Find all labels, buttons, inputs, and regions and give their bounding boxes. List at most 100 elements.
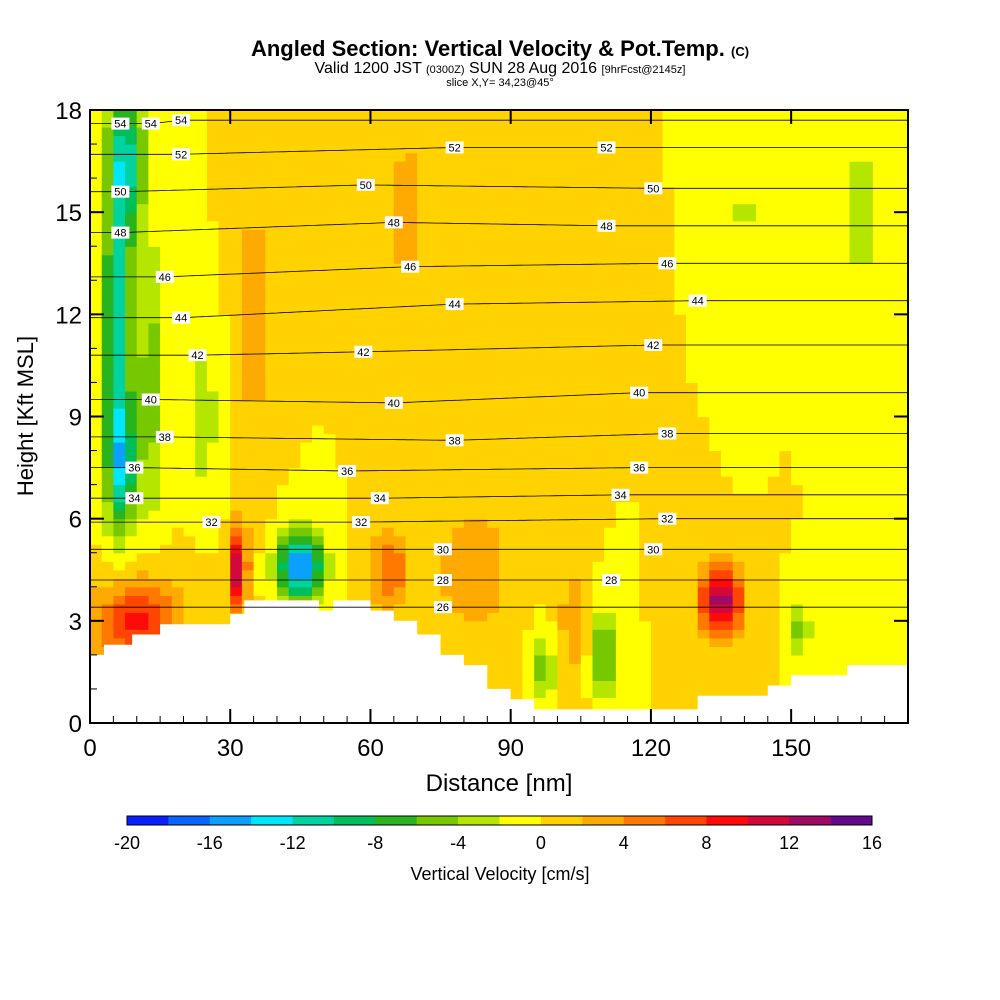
field-cell [393,586,407,596]
field-cell [417,382,430,392]
field-cell [241,254,255,264]
field-cell [709,510,722,520]
field-cell [756,603,769,613]
field-cell [837,297,851,307]
field-cell [557,476,570,486]
field-cell [160,425,173,435]
field-cell [791,229,804,239]
field-cell [499,399,512,409]
field-cell [884,416,897,426]
field-cell [136,578,149,588]
field-cell [592,552,605,562]
field-cell [288,152,301,162]
field-cell [557,297,570,307]
field-cell [697,476,710,486]
field-cell [393,152,407,162]
field-cell [861,637,874,647]
field-cell [370,399,383,409]
field-cell [171,195,185,205]
field-cell [837,288,851,298]
field-cell [265,288,278,298]
field-cell [253,595,266,605]
field-cell [767,127,781,137]
field-cell [113,280,126,290]
field-cell [428,408,442,418]
field-cell [452,484,465,494]
field-cell [487,237,500,247]
field-cell [440,152,453,162]
field-cell [604,518,617,528]
field-cell [872,288,886,298]
field-cell [393,263,407,273]
field-cell [230,373,243,383]
field-cell [580,203,594,213]
field-cell [241,169,255,179]
field-cell [779,254,792,264]
field-cell [300,305,313,315]
field-cell [113,603,126,613]
field-cell [592,518,605,528]
field-cell [709,186,722,196]
field-cell [615,450,629,460]
field-cell [183,280,196,290]
field-cell [475,586,488,596]
field-cell [674,654,687,664]
field-cell [814,620,827,630]
field-cell [721,331,734,341]
field-cell [615,391,629,401]
field-cell [183,603,196,613]
field-cell [791,263,804,273]
field-cell [417,110,430,120]
field-cell [101,288,114,298]
field-cell [580,493,594,503]
field-cell [90,110,103,120]
field-cell [896,544,909,554]
field-cell [767,382,781,392]
field-cell [534,425,547,435]
field-cell [837,399,851,409]
field-cell [697,373,710,383]
field-cell [241,442,255,452]
field-cell [405,595,418,605]
field-cell [522,195,535,205]
field-cell [861,433,874,443]
field-cell [288,569,301,579]
field-cell [241,476,255,486]
field-cell [826,297,839,307]
field-cell [604,212,617,222]
field-cell [522,620,535,630]
field-cell [253,552,266,562]
field-cell [557,280,570,290]
field-cell [510,203,523,213]
field-cell [814,135,827,145]
field-cell [697,288,710,298]
field-cell [382,501,395,511]
field-cell [650,501,664,511]
field-cell [744,195,757,205]
field-cell [183,612,196,622]
field-cell [358,118,372,128]
field-cell [382,127,395,137]
field-cell [148,254,161,264]
field-cell [872,637,886,647]
field-cell [195,297,208,307]
field-cell [697,365,710,375]
field-cell [627,399,640,409]
field-cell [382,195,395,205]
field-cell [125,442,138,452]
field-cell [615,688,629,698]
field-cell [335,595,348,605]
field-cell [569,161,582,171]
field-cell [592,663,605,673]
field-cell [405,186,418,196]
field-cell [650,697,664,707]
field-cell [627,493,640,503]
field-cell [475,399,488,409]
field-cell [230,186,243,196]
field-cell [580,280,594,290]
field-cell [253,391,266,401]
field-cell [767,161,781,171]
field-cell [744,476,757,486]
field-cell [417,518,430,528]
field-cell [697,186,710,196]
